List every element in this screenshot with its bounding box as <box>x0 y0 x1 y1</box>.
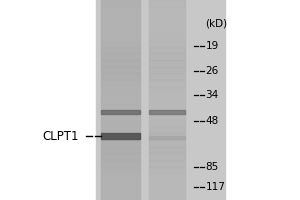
Bar <box>100 0 140 7</box>
Text: CLPT1: CLPT1 <box>42 130 79 142</box>
Bar <box>148 13 184 20</box>
Bar <box>148 53 184 60</box>
Bar <box>148 140 184 147</box>
Bar <box>100 20 140 27</box>
Bar <box>100 107 140 113</box>
Bar <box>100 160 140 167</box>
Bar <box>100 127 140 133</box>
Bar <box>148 107 184 113</box>
Bar <box>148 113 184 120</box>
Bar <box>148 60 184 67</box>
Bar <box>148 80 184 87</box>
Bar <box>148 73 184 80</box>
Bar <box>100 7 140 13</box>
Bar <box>148 0 184 7</box>
Bar <box>100 47 140 53</box>
Bar <box>100 73 140 80</box>
Bar <box>100 173 140 180</box>
Bar <box>100 33 140 40</box>
Text: 26: 26 <box>206 66 219 76</box>
Bar <box>148 160 184 167</box>
Bar <box>100 167 140 173</box>
Bar <box>148 147 184 153</box>
Bar <box>100 60 140 67</box>
Bar <box>148 193 184 200</box>
Text: (kD): (kD) <box>206 18 228 28</box>
Bar <box>148 120 184 127</box>
Bar <box>148 110 184 114</box>
Bar <box>100 110 140 114</box>
Bar <box>96 0 225 200</box>
Text: 48: 48 <box>206 116 219 126</box>
Bar <box>100 13 140 20</box>
Bar <box>148 7 184 13</box>
Bar <box>100 0 140 200</box>
Bar <box>100 27 140 33</box>
Bar <box>100 133 140 139</box>
Text: 85: 85 <box>206 162 219 172</box>
Bar <box>100 100 140 107</box>
Bar <box>100 140 140 147</box>
Bar <box>100 113 140 120</box>
Bar <box>100 187 140 193</box>
Bar <box>148 173 184 180</box>
Bar <box>148 136 184 139</box>
Text: 34: 34 <box>206 90 219 100</box>
Bar <box>148 93 184 100</box>
Bar <box>100 80 140 87</box>
Bar <box>148 167 184 173</box>
Bar <box>148 0 184 200</box>
Text: 19: 19 <box>206 41 219 51</box>
Bar <box>100 67 140 73</box>
Bar <box>100 40 140 47</box>
Bar <box>148 20 184 27</box>
Bar <box>148 133 184 140</box>
Bar <box>148 127 184 133</box>
Bar <box>100 193 140 200</box>
Bar <box>148 187 184 193</box>
Bar <box>100 180 140 187</box>
Bar <box>100 93 140 100</box>
Bar <box>148 100 184 107</box>
Bar <box>100 153 140 160</box>
Bar <box>100 53 140 60</box>
Bar <box>148 67 184 73</box>
Text: 117: 117 <box>206 182 225 192</box>
Bar <box>100 87 140 93</box>
Bar <box>148 180 184 187</box>
Bar <box>100 120 140 127</box>
Bar <box>148 40 184 47</box>
Bar <box>148 33 184 40</box>
Bar <box>148 27 184 33</box>
Bar <box>148 47 184 53</box>
Bar <box>148 87 184 93</box>
Bar <box>148 153 184 160</box>
Bar <box>100 133 140 140</box>
Bar <box>100 147 140 153</box>
